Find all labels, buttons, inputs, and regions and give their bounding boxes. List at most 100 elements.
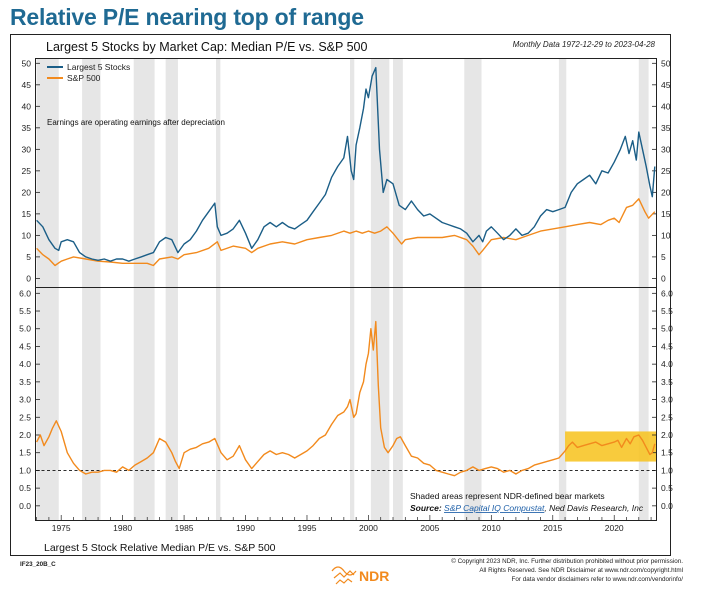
bottom-y-label-right-5: 2.5 [661, 412, 673, 422]
top-y-label-left-2: 10 [22, 230, 32, 240]
source-line: Source: S&P Capital IQ Compustat, Ned Da… [410, 503, 644, 513]
top-y-label-left-6: 30 [22, 144, 32, 154]
bear-shade-top-1 [82, 59, 101, 287]
top-y-label-left-10: 50 [22, 58, 32, 68]
series-lines [35, 66, 656, 477]
top-y-label-left-0: 0 [26, 273, 31, 283]
top-y-label-right-2: 10 [661, 230, 671, 240]
bottom-y-label-left-4: 2.0 [19, 430, 31, 440]
bottom-y-label-left-12: 6.0 [19, 288, 31, 298]
x-label-1990: 1990 [236, 523, 255, 533]
top-y-label-left-7: 35 [22, 123, 32, 133]
bear-market-shading [36, 59, 649, 520]
bottom-y-label-right-8: 4.0 [661, 359, 673, 369]
line-largest-5 [36, 66, 656, 262]
bear-shade-top-0 [36, 59, 59, 287]
top-y-label-left-1: 5 [26, 252, 31, 262]
bottom-y-label-right-10: 5.0 [661, 324, 673, 334]
bear-shade-bottom-6 [370, 288, 390, 520]
source-rest: , Ned Davis Research, Inc [544, 503, 643, 513]
bottom-y-label-right-2: 1.0 [661, 465, 673, 475]
bear-shade-top-7 [393, 59, 403, 287]
bear-shade-top-8 [464, 59, 482, 287]
bottom-y-label-right-4: 2.0 [661, 430, 673, 440]
bottom-y-label-left-0: 0.0 [19, 501, 31, 511]
bottom-y-label-left-11: 5.5 [19, 306, 31, 316]
bottom-y-label-left-7: 3.5 [19, 377, 31, 387]
top-chart-title: Largest 5 Stocks by Market Cap: Median P… [46, 40, 368, 54]
bottom-y-label-right-1: 0.5 [661, 483, 673, 493]
legend-label-sp500: S&P 500 [67, 73, 101, 83]
chart-id: IF23_20B_C [20, 561, 56, 568]
bear-shade-top-2 [133, 59, 155, 287]
bottom-y-label-left-2: 1.0 [19, 465, 31, 475]
top-y-label-right-0: 0 [661, 273, 666, 283]
source-link[interactable]: S&P Capital IQ Compustat [444, 503, 545, 513]
top-chart-subtitle: Monthly Data 1972-12-29 to 2023-04-28 [513, 40, 656, 49]
top-y-label-right-7: 35 [661, 123, 671, 133]
top-y-label-right-10: 50 [661, 58, 671, 68]
bear-shade-bottom-1 [82, 288, 101, 520]
bear-shade-top-6 [370, 59, 390, 287]
top-y-label-right-9: 45 [661, 80, 671, 90]
bottom-y-label-left-5: 2.5 [19, 412, 31, 422]
bottom-y-label-left-8: 4.0 [19, 359, 31, 369]
bottom-y-label-left-3: 1.5 [19, 448, 31, 458]
bear-shade-bottom-10 [638, 288, 649, 520]
top-y-label-right-4: 20 [661, 187, 671, 197]
x-label-1980: 1980 [113, 523, 132, 533]
bottom-y-label-left-10: 5.0 [19, 324, 31, 334]
x-label-1985: 1985 [175, 523, 194, 533]
earnings-note: Earnings are operating earnings after de… [47, 118, 225, 127]
bottom-y-label-left-6: 3.0 [19, 395, 31, 405]
top-y-label-right-6: 30 [661, 144, 671, 154]
x-axis: 1975 1980 1985 1990 1995 2000 2005 2010 2015 2020 [36, 515, 652, 533]
bear-shade-top-4 [216, 59, 221, 287]
x-label-1995: 1995 [298, 523, 317, 533]
bear-shade-bottom-4 [216, 288, 221, 520]
top-y-axis: 0 0 5 5 10 10 15 15 20 20 25 25 30 30 35 35 40 40 45 45 50 50 [22, 58, 671, 283]
bear-shade-bottom-2 [133, 288, 155, 520]
footer-copyright: © Copyright 2023 NDR, Inc. Further distr… [451, 557, 683, 565]
bear-shade-bottom-7 [393, 288, 403, 520]
top-y-label-left-4: 20 [22, 187, 32, 197]
bottom-panel-border [35, 287, 657, 521]
ndr-logo: NDR [331, 566, 389, 585]
bottom-y-label-right-7: 3.5 [661, 377, 673, 387]
legend-label-largest-5: Largest 5 Stocks [67, 62, 130, 72]
bear-shade-top-10 [638, 59, 649, 287]
top-y-label-left-5: 25 [22, 166, 32, 176]
bottom-y-label-right-6: 3.0 [661, 395, 673, 405]
top-y-label-left-8: 40 [22, 101, 32, 111]
x-label-1975: 1975 [52, 523, 71, 533]
top-y-label-right-8: 40 [661, 101, 671, 111]
chart-frame [10, 34, 671, 556]
bear-shade-bottom-3 [165, 288, 178, 520]
source-label: Source: [410, 503, 442, 513]
x-label-2000: 2000 [359, 523, 378, 533]
legend: Largest 5 Stocks S&P 500 [47, 62, 130, 83]
bottom-y-label-right-11: 5.5 [661, 306, 673, 316]
bear-shade-top-9 [558, 59, 567, 287]
ndr-brand: NDR [359, 568, 389, 584]
bear-shade-bottom-5 [349, 288, 355, 520]
bear-shade-bottom-8 [464, 288, 482, 520]
bottom-y-label-right-12: 6.0 [661, 288, 673, 298]
top-y-label-left-3: 15 [22, 209, 32, 219]
bottom-y-label-right-9: 4.5 [661, 341, 673, 351]
bottom-y-label-right-0: 0.0 [661, 501, 673, 511]
top-y-label-right-1: 5 [661, 252, 666, 262]
bottom-y-label-left-9: 4.5 [19, 341, 31, 351]
bottom-y-label-right-3: 1.5 [661, 448, 673, 458]
top-y-label-right-5: 25 [661, 166, 671, 176]
footer-vendor: For data vendor disclaimers refer to www… [512, 576, 684, 583]
top-y-label-left-9: 45 [22, 80, 32, 90]
bottom-y-label-left-1: 0.5 [19, 483, 31, 493]
bear-shade-bottom-9 [558, 288, 567, 520]
bottom-chart-title: Largest 5 Stock Relative Median P/E vs. … [44, 542, 276, 554]
x-label-2010: 2010 [482, 523, 501, 533]
line-sp500 [36, 198, 656, 267]
bottom-y-axis: 0.0 0.0 0.5 0.5 1.0 1.0 1.5 1.5 2.0 2.0 2.5 2.5 3.0 3… [19, 288, 673, 511]
x-label-2015: 2015 [543, 523, 562, 533]
